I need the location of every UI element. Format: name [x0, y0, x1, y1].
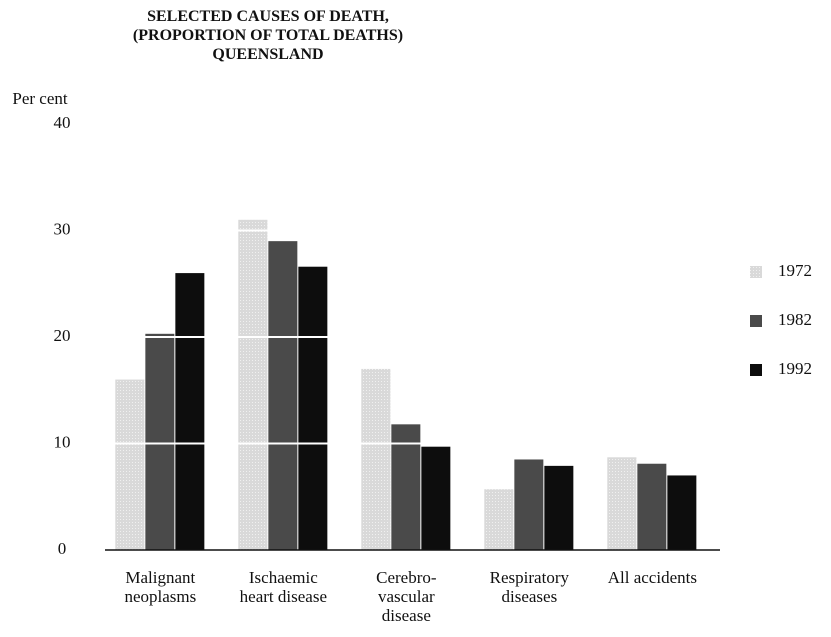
y-tick-label: 20: [54, 326, 71, 345]
bar-texture: [361, 368, 391, 550]
legend-label: 1992: [778, 359, 812, 378]
legend-swatch: [750, 315, 762, 327]
bar: [544, 465, 574, 550]
bar: [421, 446, 451, 550]
bar: [145, 333, 175, 550]
legend-swatch: [750, 364, 762, 376]
bar-texture: [607, 457, 637, 550]
x-tick-label: All accidents: [608, 568, 697, 587]
x-tick-label: Respiratory diseases: [490, 568, 570, 606]
bar: [268, 241, 298, 550]
x-tick-label: Malignant neoplasms: [124, 568, 196, 606]
bar-texture: [115, 379, 145, 550]
bar: [175, 273, 205, 550]
y-tick-label: 40: [54, 113, 71, 132]
bar: [667, 475, 697, 550]
legend-label: 1972: [778, 261, 812, 280]
bar-texture: [484, 489, 514, 550]
x-tick-label: Ischaemic heart disease: [240, 568, 327, 606]
y-tick-label: 10: [54, 432, 71, 451]
x-tick-label: Cerebro-vascular disease: [376, 568, 437, 625]
y-tick-label: 30: [54, 219, 71, 238]
legend-label: 1982: [778, 310, 812, 329]
bar: [637, 463, 667, 550]
bar-texture: [238, 219, 268, 550]
y-tick-label: 0: [58, 539, 67, 558]
chart-title: SELECTED CAUSES OF DEATH, (PROPORTION OF …: [133, 8, 403, 63]
bar: [514, 459, 544, 550]
y-axis-label: Per cent: [12, 89, 68, 108]
bar: [298, 266, 328, 550]
bar: [391, 424, 421, 550]
legend-texture: [750, 266, 762, 278]
